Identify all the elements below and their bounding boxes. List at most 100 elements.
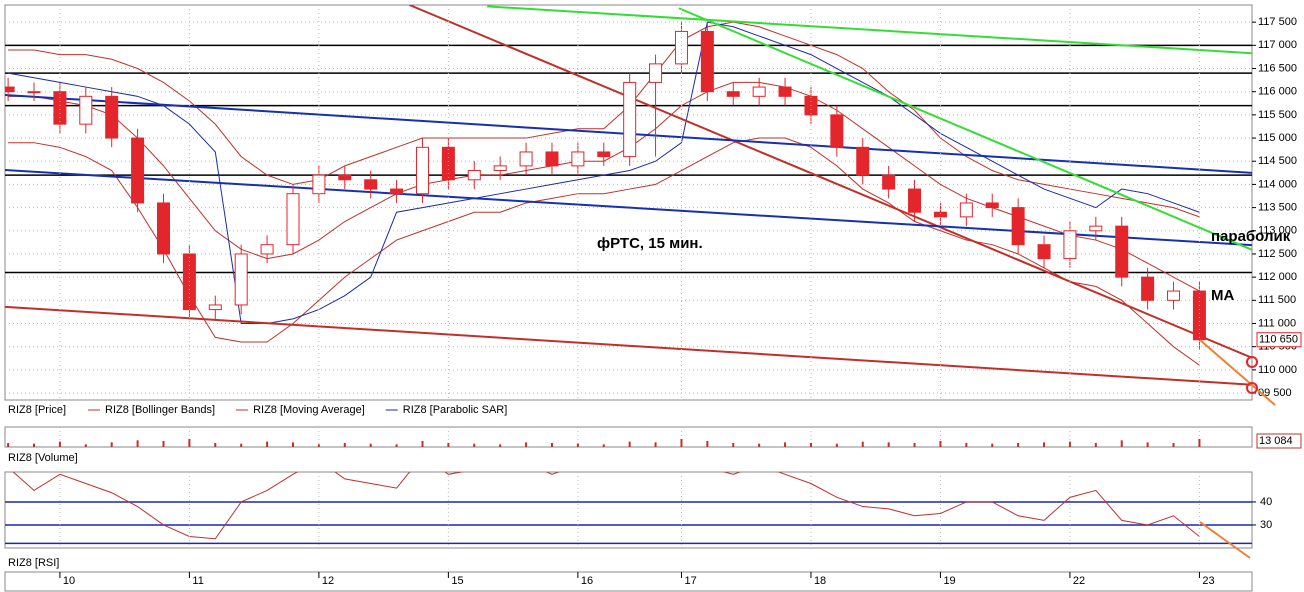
y-tick-label: 40 xyxy=(1260,496,1272,508)
volume-bar xyxy=(473,443,476,447)
candle-body xyxy=(726,91,740,97)
volume-bar xyxy=(835,443,838,447)
candle-body xyxy=(1167,290,1181,301)
x-tick-label: 16 xyxy=(581,575,593,587)
y-tick-label: 117 500 xyxy=(1258,16,1297,28)
volume-bar xyxy=(317,444,320,447)
value-label: 13 084 xyxy=(1259,435,1293,447)
candle-body xyxy=(623,81,637,158)
volume-bar xyxy=(1068,441,1071,447)
candle-body xyxy=(234,253,248,306)
volume-bar xyxy=(628,441,631,447)
x-tick-label: 11 xyxy=(192,575,203,587)
volume-bar xyxy=(395,444,398,447)
trend-line xyxy=(5,169,1252,247)
bollinger-upper xyxy=(8,21,1200,218)
y-tick-label: 115 000 xyxy=(1258,132,1297,144)
candle-body xyxy=(1089,225,1103,232)
panel-label: RIZ8 [RSI] xyxy=(8,557,59,569)
candle-body xyxy=(131,137,145,204)
x-tick-label: 22 xyxy=(1073,575,1085,587)
volume-bar xyxy=(7,443,10,447)
y-tick-label: 116 500 xyxy=(1258,62,1297,74)
x-tick-label: 10 xyxy=(63,575,75,587)
x-tick-label: 23 xyxy=(1202,575,1214,587)
y-tick-label: 111 500 xyxy=(1258,294,1296,306)
candle-body xyxy=(156,202,170,255)
candle-body xyxy=(933,211,947,218)
volume-bar xyxy=(550,443,553,447)
volume-bar xyxy=(758,443,761,447)
candle-body xyxy=(649,63,663,83)
trend-line xyxy=(5,305,1252,386)
candle-body xyxy=(752,86,766,97)
candle-body xyxy=(519,151,533,167)
y-tick-label: 113 000 xyxy=(1258,225,1297,237)
volume-bar xyxy=(654,442,657,447)
candle-body xyxy=(830,114,844,148)
volume-bar xyxy=(965,443,968,447)
volume-bar xyxy=(240,443,243,447)
volume-bar xyxy=(1172,443,1175,447)
volume-bar xyxy=(680,439,683,447)
candle-body xyxy=(597,151,611,158)
forecast-arrow xyxy=(1199,521,1251,559)
value-box xyxy=(1256,433,1302,449)
rsi-clip xyxy=(5,472,1252,545)
candle-body xyxy=(53,91,67,125)
trend-line xyxy=(678,7,1252,251)
value-box xyxy=(1256,332,1302,348)
price-clip xyxy=(5,5,1252,394)
candle-body xyxy=(5,86,15,93)
volume-bar xyxy=(1146,442,1149,447)
volume-bar xyxy=(499,444,502,447)
x-tick-label: 19 xyxy=(943,575,955,587)
volume-bar xyxy=(447,443,450,447)
volume-bar xyxy=(1198,439,1201,447)
y-tick-label: 110 000 xyxy=(1258,364,1297,376)
volume-bar xyxy=(913,443,916,447)
y-tick-label: 30 xyxy=(1260,519,1272,531)
candle-body xyxy=(778,86,792,97)
forecast-arrow xyxy=(1199,339,1276,406)
legend-entry: RIZ8 [Price] xyxy=(8,404,66,416)
candle-body xyxy=(882,174,896,190)
volume-bar xyxy=(343,443,346,447)
candle-body xyxy=(571,151,585,167)
candle-body xyxy=(1141,276,1155,301)
volume-bar xyxy=(1043,442,1046,447)
candle-body xyxy=(1011,207,1025,246)
volume-panel xyxy=(4,426,1253,448)
candle-body xyxy=(674,30,688,65)
y-tick-label: 114 000 xyxy=(1258,178,1297,190)
candle-body xyxy=(985,202,999,209)
value-label: 110 650 xyxy=(1259,334,1298,346)
volume-bar xyxy=(421,441,424,447)
candle-body xyxy=(1192,290,1206,341)
trend-line xyxy=(409,5,1252,359)
y-tick-label: 111 000 xyxy=(1258,317,1296,329)
x-tick-label: 18 xyxy=(814,575,826,587)
y-tick-label: 113 500 xyxy=(1258,202,1297,214)
candle-body xyxy=(441,146,455,181)
volume-bar xyxy=(136,440,139,447)
volume-bar xyxy=(33,443,36,447)
rsi-line xyxy=(12,472,1200,540)
candle-body xyxy=(260,244,274,255)
candle-body xyxy=(79,95,93,125)
candle-body xyxy=(700,30,714,93)
candle-body xyxy=(908,188,922,213)
volume-bar xyxy=(1017,443,1020,447)
volume-bar xyxy=(188,439,191,447)
volume-bar xyxy=(784,442,787,447)
candle-body xyxy=(27,91,41,94)
volume-bar xyxy=(214,443,217,447)
chart-title: фРТС, 15 мин. xyxy=(597,235,703,252)
panel-label: RIZ8 [Volume] xyxy=(8,452,78,464)
candle-body xyxy=(1063,230,1077,260)
candle-body xyxy=(390,188,404,195)
candle-body xyxy=(364,179,378,190)
trend-line xyxy=(487,5,1252,55)
candle-body xyxy=(415,146,429,195)
